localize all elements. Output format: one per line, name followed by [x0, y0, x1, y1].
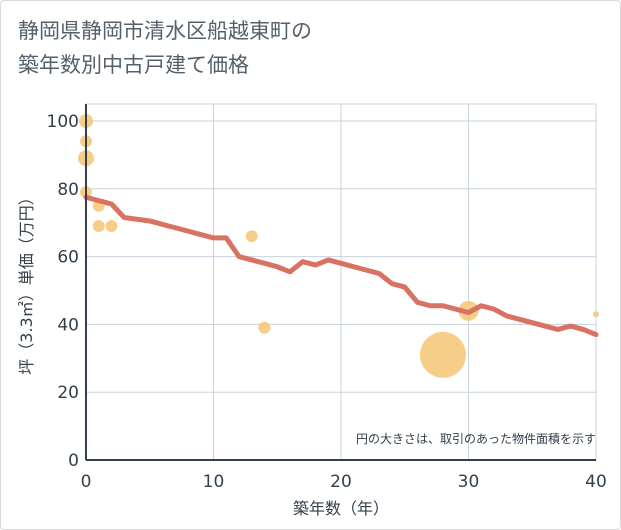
x-tick-label: 40: [585, 472, 607, 492]
chart-title-line2: 築年数別中古戸建て価格: [18, 53, 249, 77]
y-tick-label: 40: [57, 315, 79, 335]
bubble-point: [593, 311, 599, 318]
bubble-point: [420, 331, 466, 378]
bubble-size-note: 円の大きさは、取引のあった物件面積を示す: [356, 431, 596, 446]
bubble-point: [245, 230, 258, 243]
x-tick-label: 0: [81, 472, 92, 492]
y-tick-label: 80: [57, 180, 79, 200]
bubble-point: [92, 220, 105, 233]
average-line-series: [83, 194, 599, 338]
x-tick-labels: 0 10 20 30 40: [81, 472, 607, 492]
chart-title-line1: 静岡県静岡市清水区船越東町の: [18, 19, 312, 43]
x-tick-label: 30: [458, 472, 480, 492]
y-tick-label: 0: [68, 451, 79, 471]
y-tick-labels: 0 20 40 60 80 100: [47, 112, 79, 471]
x-axis-title: 築年数（年）: [293, 499, 389, 518]
chart-title: 静岡県静岡市清水区船越東町の 築年数別中古戸建て価格: [18, 14, 312, 82]
grid-lines: [86, 104, 596, 460]
y-tick-label: 60: [57, 248, 79, 268]
x-tick-label: 20: [330, 472, 352, 492]
bubble-point: [258, 321, 271, 334]
x-tick-label: 10: [203, 472, 225, 492]
average-price-line: [83, 194, 599, 338]
y-tick-label: 100: [47, 112, 79, 132]
bubble-point: [105, 220, 118, 233]
y-axis-title: 坪（3.3㎡）単価（万円）: [17, 189, 36, 374]
y-tick-label: 20: [57, 383, 79, 403]
